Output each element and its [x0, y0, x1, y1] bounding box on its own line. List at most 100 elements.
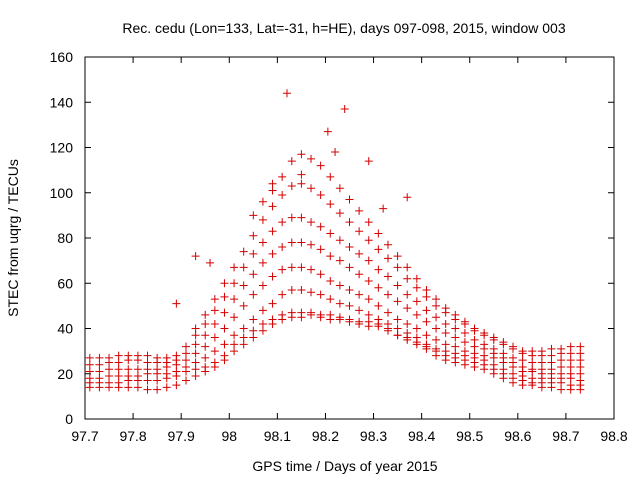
data-point — [441, 319, 450, 328]
data-point — [316, 270, 325, 279]
data-point — [95, 353, 104, 362]
data-point — [191, 349, 200, 358]
data-point — [258, 306, 267, 315]
data-point — [335, 209, 344, 218]
data-point — [201, 319, 210, 328]
data-point — [95, 374, 104, 383]
data-point — [374, 301, 383, 310]
y-axis-label: STEC from uqrg / TECUs — [5, 159, 21, 317]
data-point — [566, 362, 575, 371]
data-point — [287, 238, 296, 247]
data-point — [518, 356, 527, 365]
data-point — [220, 279, 229, 288]
data-point — [432, 344, 441, 353]
data-point — [547, 351, 556, 360]
data-point — [181, 376, 190, 385]
data-point — [326, 310, 335, 319]
x-tick-label: 98 — [221, 428, 237, 444]
y-tick-label: 60 — [57, 275, 73, 291]
x-tick-label: 98.1 — [264, 428, 291, 444]
data-point — [316, 222, 325, 231]
data-point — [210, 295, 219, 304]
data-point — [268, 202, 277, 211]
data-point — [412, 297, 421, 306]
data-point — [105, 353, 114, 362]
data-point — [201, 353, 210, 362]
x-tick-label: 97.7 — [71, 428, 98, 444]
data-point — [230, 263, 239, 272]
data-point — [383, 290, 392, 299]
data-point — [316, 245, 325, 254]
data-point — [316, 191, 325, 200]
data-point — [153, 376, 162, 385]
y-tick-label: 120 — [50, 140, 74, 156]
data-point — [403, 304, 412, 313]
data-point — [509, 342, 518, 351]
data-point — [105, 365, 114, 374]
data-point — [162, 353, 171, 362]
data-points — [85, 89, 585, 394]
data-point — [258, 238, 267, 247]
data-point — [191, 365, 200, 374]
data-point — [364, 276, 373, 285]
data-point — [153, 353, 162, 362]
data-point — [383, 326, 392, 335]
x-tick-label: 98.7 — [552, 428, 579, 444]
data-point — [239, 263, 248, 272]
data-point — [393, 252, 402, 261]
data-point — [230, 313, 239, 322]
data-point — [268, 227, 277, 236]
data-point — [307, 308, 316, 317]
data-point — [403, 274, 412, 283]
data-point — [566, 342, 575, 351]
data-point — [470, 349, 479, 358]
data-point — [326, 200, 335, 209]
data-point — [287, 263, 296, 272]
data-point — [460, 329, 469, 338]
data-point — [345, 263, 354, 272]
data-point — [557, 369, 566, 378]
x-tick-label: 98.8 — [600, 428, 627, 444]
data-point — [470, 335, 479, 344]
data-point — [278, 191, 287, 200]
data-point — [393, 331, 402, 340]
data-point — [258, 215, 267, 224]
data-point — [297, 150, 306, 159]
data-point — [133, 365, 142, 374]
data-point — [441, 347, 450, 356]
data-point — [124, 351, 133, 360]
x-axis-label: GPS time / Days of year 2015 — [252, 458, 437, 474]
data-point — [181, 342, 190, 351]
x-tick-label: 98.2 — [312, 428, 339, 444]
data-point — [345, 243, 354, 252]
data-point — [355, 306, 364, 315]
data-point — [355, 227, 364, 236]
data-point — [460, 317, 469, 326]
data-point — [239, 324, 248, 333]
data-point — [249, 270, 258, 279]
data-point — [249, 211, 258, 220]
data-point — [379, 204, 388, 213]
data-point — [133, 372, 142, 381]
data-point — [422, 331, 431, 340]
data-point — [239, 281, 248, 290]
data-point — [230, 340, 239, 349]
data-point — [258, 197, 267, 206]
data-point — [547, 344, 556, 353]
data-point — [220, 340, 229, 349]
data-point — [297, 308, 306, 317]
data-point — [393, 324, 402, 333]
data-point — [297, 179, 306, 188]
data-point — [557, 385, 566, 394]
data-point — [383, 240, 392, 249]
data-point — [230, 347, 239, 356]
x-tick-label: 97.9 — [168, 428, 195, 444]
data-point — [518, 362, 527, 371]
data-point — [432, 295, 441, 304]
data-point — [220, 292, 229, 301]
data-point — [181, 356, 190, 365]
data-point — [383, 319, 392, 328]
data-point — [364, 317, 373, 326]
data-point — [335, 236, 344, 245]
data-point — [557, 362, 566, 371]
